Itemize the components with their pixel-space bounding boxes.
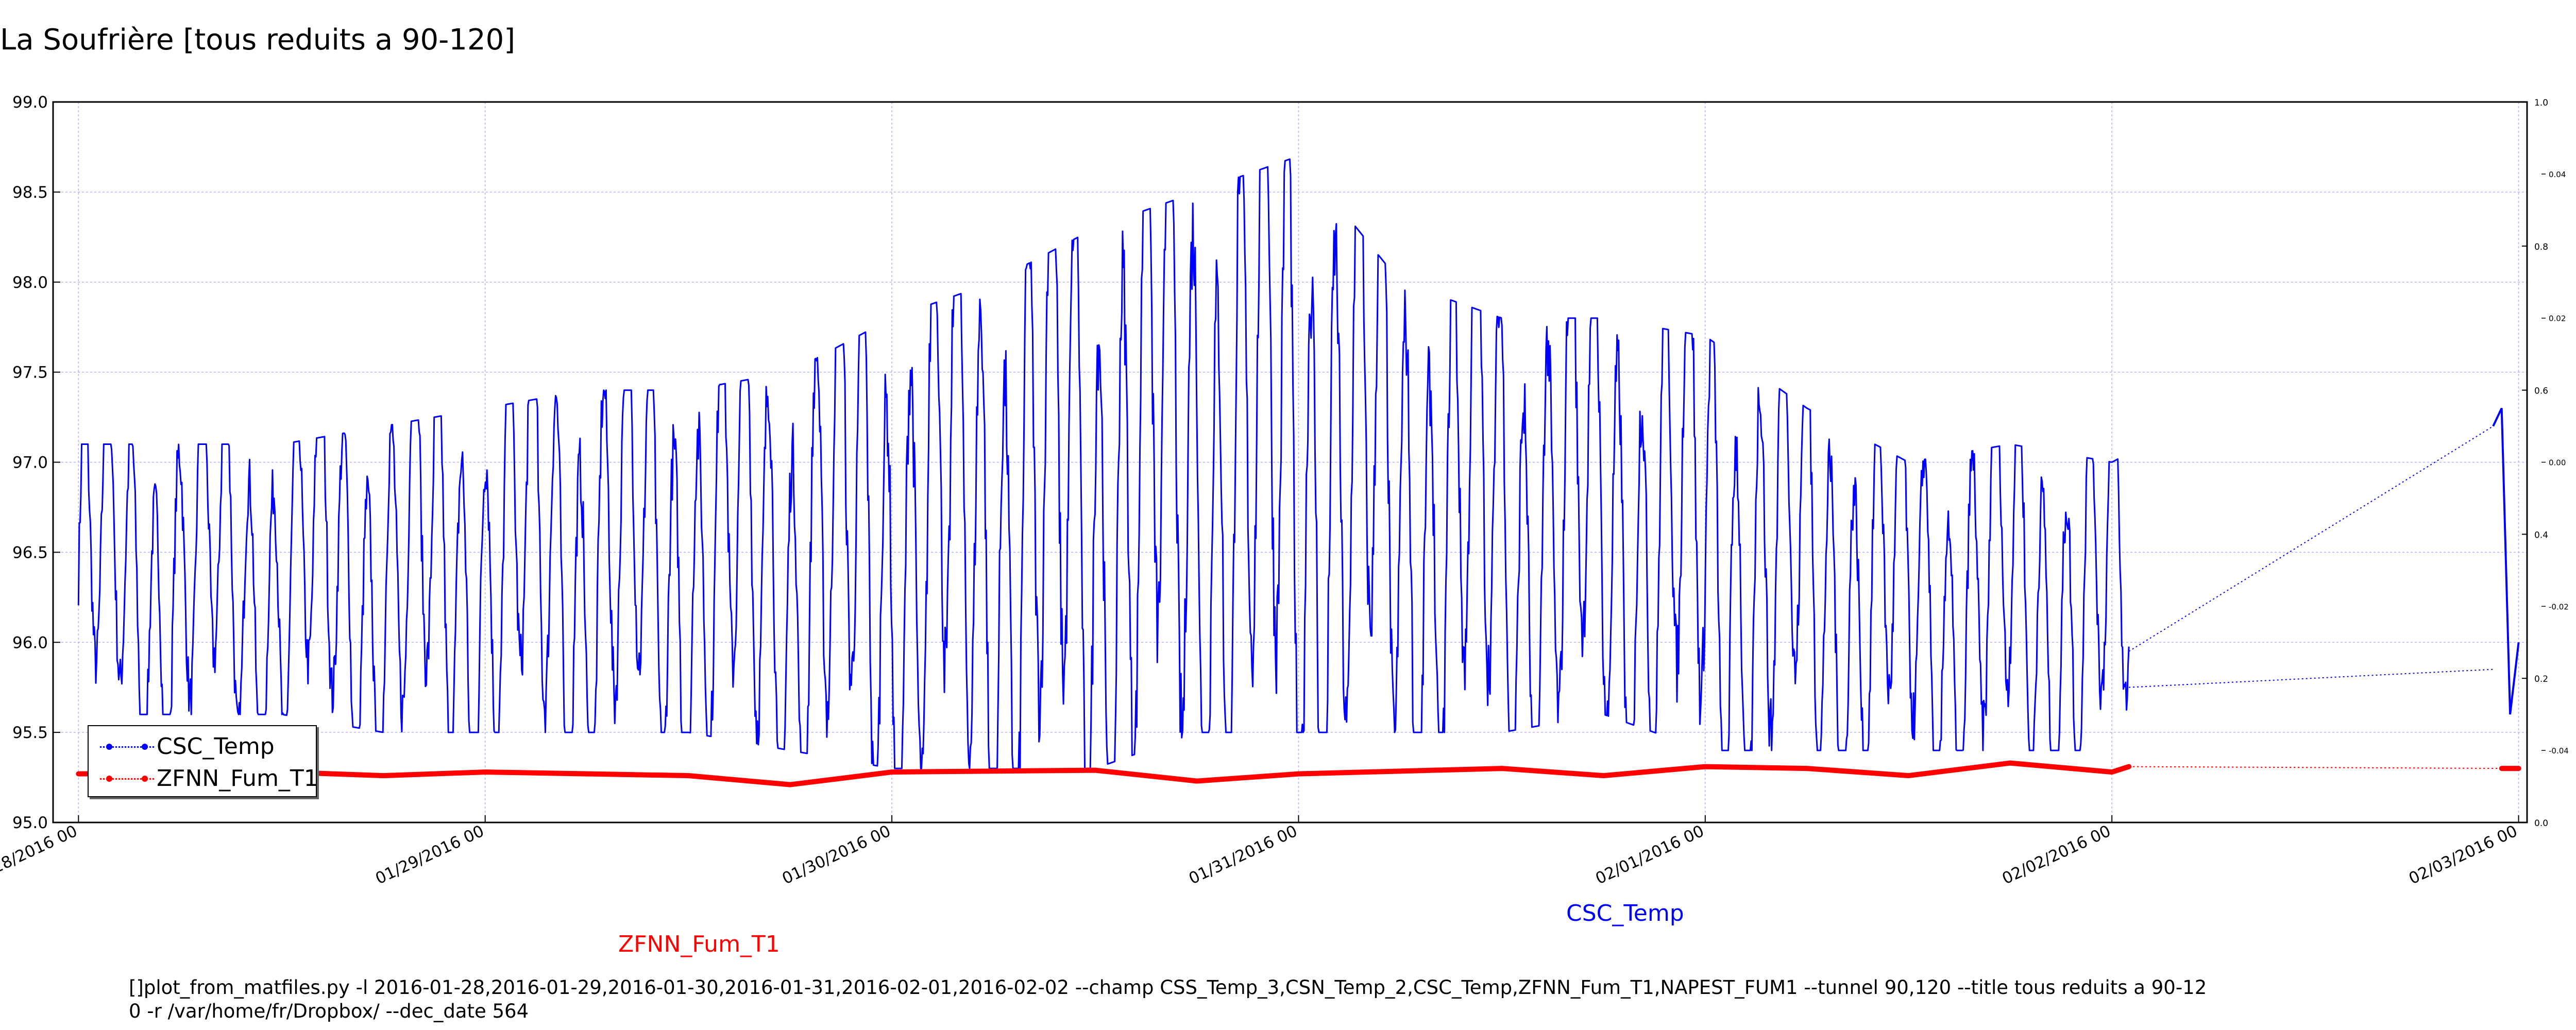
series-gap-csc-temp <box>2129 668 2494 688</box>
legend-label: CSC_Temp <box>157 733 275 760</box>
x-tick-label: 01/30/2016 00 <box>779 822 894 888</box>
y-tick-label: 99.0 <box>12 93 48 112</box>
series-group <box>76 158 2521 787</box>
secondary-y-axis: 0.0 0.2 0.4 0.6 0.8 1.0 -0.04 -0.02 0.00 0.02 0.04 <box>2522 98 2569 829</box>
y-axis: 95.0 95.5 96.0 96.5 97.0 97.5 98.0 98.5 99.0 <box>12 93 60 832</box>
series-gap-zfnn-fum-t1 <box>2129 766 2502 769</box>
y2-minor-tick-label: -0.02 <box>2549 602 2569 611</box>
y-tick-label: 98.5 <box>12 183 48 202</box>
y2-tick-label: 0.6 <box>2534 386 2548 397</box>
series-line-zfnn-fum-t1 <box>76 760 2132 787</box>
legend: CSC_Temp ZFNN_Fum_T1 <box>88 725 318 797</box>
legend-item-zfnn-fum-t1: ZFNN_Fum_T1 <box>89 763 318 794</box>
y2-tick-label: 0.2 <box>2534 674 2548 684</box>
series-gap-csc-temp <box>2128 425 2494 652</box>
command-line: []plot_from_matfiles.py -l 2016-01-28,20… <box>129 976 2207 1023</box>
y-tick-label: 97.0 <box>12 454 48 472</box>
y2-minor-tick-label: 0.00 <box>2549 458 2566 468</box>
y-tick-label: 96.0 <box>12 633 48 652</box>
series-line-csc-temp <box>77 158 2130 769</box>
y2-tick-label: 0.8 <box>2534 242 2548 252</box>
y-tick-label: 98.0 <box>12 273 48 292</box>
legend-swatch <box>100 776 154 782</box>
legend-item-csc-temp: CSC_Temp <box>89 731 316 762</box>
x-tick-label: 02/03/2016 00 <box>2406 822 2520 888</box>
command-line-2: 0 -r /var/home/fr/Dropbox/ --dec_date 56… <box>129 1000 529 1022</box>
x-tick-label: 01/31/2016 00 <box>1186 822 1300 888</box>
y-tick-label: 97.5 <box>12 364 48 382</box>
x-tick-label: 02/01/2016 00 <box>1592 822 1707 888</box>
series-tail-csc-temp <box>2492 407 2520 715</box>
series-caption-zfnn: ZFNN_Fum_T1 <box>618 931 780 957</box>
x-axis: 01/28/2016 00 01/29/2016 00 01/30/2016 00 0… <box>0 815 2520 888</box>
legend-label: ZFNN_Fum_T1 <box>157 765 318 792</box>
y2-minor-tick-label: -0.04 <box>2549 746 2569 756</box>
y2-minor-tick-label: 0.04 <box>2549 170 2566 179</box>
y2-tick-label: 0.4 <box>2534 530 2548 540</box>
x-tick-label: 01/29/2016 00 <box>372 822 487 888</box>
y2-tick-label: 1.0 <box>2534 98 2548 108</box>
y-tick-label: 96.5 <box>12 543 48 562</box>
series-caption-csc: CSC_Temp <box>1566 900 1684 926</box>
y-tick-label: 95.0 <box>12 814 48 832</box>
y2-tick-label: 0.0 <box>2534 818 2548 829</box>
y-tick-label: 95.5 <box>12 724 48 742</box>
chart-title: La Soufrière [tous reduits a 90-120] <box>0 23 516 57</box>
legend-swatch <box>100 744 154 750</box>
x-tick-label: 02/02/2016 00 <box>1999 822 2114 888</box>
y2-minor-tick-label: 0.02 <box>2549 314 2566 323</box>
command-line-1: []plot_from_matfiles.py -l 2016-01-28,20… <box>129 976 2207 999</box>
